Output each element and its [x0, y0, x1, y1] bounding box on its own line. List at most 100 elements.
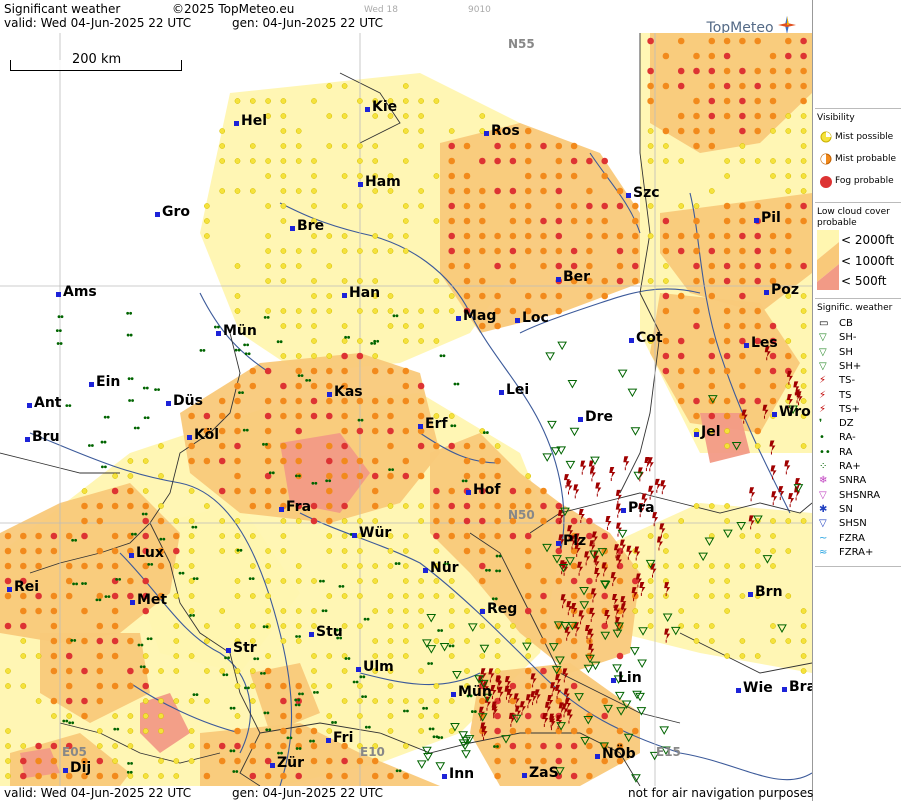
city-marker-icon [187, 435, 192, 440]
city-marker-icon [129, 553, 134, 558]
city-marker-icon [515, 318, 520, 323]
weather-symbol-icon: ~ [819, 532, 828, 544]
city-label: Gro [155, 204, 190, 220]
city-label: Inn [442, 766, 474, 782]
city-label: Lux [129, 545, 164, 561]
city-marker-icon [56, 292, 61, 297]
city-label: Wie [736, 680, 773, 696]
copyright: ©2025 TopMeteo.eu [172, 2, 295, 16]
city-label: Nür [423, 560, 459, 576]
city-label: Mün [451, 684, 492, 700]
footer-valid: valid: Wed 04-Jun-2025 22 UTC [4, 786, 192, 800]
city-marker-icon [270, 763, 275, 768]
city-label: Jel [694, 424, 721, 440]
city-marker-icon [155, 212, 160, 217]
city-label: Han [342, 285, 380, 301]
city-label: Dij [63, 760, 91, 776]
city-marker-icon [326, 738, 331, 743]
legend-mist-probable: Mist probable [835, 154, 897, 164]
weather-symbol-icon: ▭ [819, 318, 829, 329]
city-marker-icon [522, 773, 527, 778]
city-marker-icon [744, 343, 749, 348]
city-marker-icon [290, 226, 295, 231]
city-label: Ein [89, 374, 120, 390]
topmeteo-logo: TopMeteo [707, 16, 796, 36]
grid-label-n55: N55 [508, 37, 535, 51]
city-marker-icon [748, 592, 753, 597]
city-label: Ber [556, 269, 590, 285]
city-marker-icon [736, 688, 741, 693]
faint-label-b: 9010 [468, 5, 491, 15]
city-label: Bra [782, 679, 816, 695]
city-marker-icon [279, 507, 284, 512]
city-marker-icon [7, 587, 12, 592]
legend-mist-possible: Mist possible [835, 132, 894, 142]
city-marker-icon [578, 417, 583, 422]
weather-symbol-icon: •• [819, 446, 831, 458]
legend-weather-item: RA+ [839, 461, 861, 472]
legend-weather-item: SN [839, 503, 853, 515]
city-label: Les [744, 335, 778, 351]
city-marker-icon [621, 508, 626, 513]
legend-weather-item: TS- [839, 375, 856, 387]
visibility-title: Visibility [817, 113, 855, 123]
cloud-title-1: Low cloud cover [817, 207, 890, 217]
city-marker-icon [456, 316, 461, 321]
city-label: Cot [629, 330, 663, 346]
city-marker-icon [309, 632, 314, 637]
city-label: Wro [772, 404, 811, 420]
weather-symbol-icon: ⁘ [819, 461, 828, 472]
footer-gen: gen: 04-Jun-2025 22 UTC [232, 786, 384, 800]
city-label: Pil [754, 210, 781, 226]
city-marker-icon [63, 768, 68, 773]
faint-label-a: Wed 18 [364, 5, 398, 15]
legend-weather-item: CB [839, 318, 853, 329]
city-label: Poz [764, 282, 799, 298]
city-marker-icon [356, 667, 361, 672]
fog-probable-icon [820, 176, 832, 188]
city-label: Lin [611, 670, 642, 686]
city-label: Köl [187, 427, 219, 443]
city-marker-icon [556, 541, 561, 546]
mist-possible-icon [820, 131, 832, 143]
city-marker-icon [451, 692, 456, 697]
weather-symbol-icon: ⚡ [819, 403, 827, 415]
weather-symbol-icon: ≈ [819, 546, 828, 558]
city-label: Plz [556, 533, 586, 549]
legend-weather-item: DZ [839, 418, 854, 430]
city-marker-icon [611, 678, 616, 683]
legend-weather-item: SH [839, 346, 853, 358]
footer-note: not for air navigation purposes [628, 786, 814, 800]
city-label: Erf [418, 416, 448, 432]
city-label: Fri [326, 730, 353, 746]
valid-time: valid: Wed 04-Jun-2025 22 UTC [4, 16, 192, 30]
city-label: Mün [216, 323, 257, 339]
city-label: Rei [7, 579, 39, 595]
grid-label-e15: E15 [656, 745, 681, 759]
legend-cloud-2000: < 2000ft [841, 233, 895, 247]
city-marker-icon [556, 277, 561, 282]
city-marker-icon [89, 382, 94, 387]
city-marker-icon [365, 107, 370, 112]
cloud-cover-scale [817, 230, 839, 290]
city-marker-icon [629, 338, 634, 343]
city-label: Loc [515, 310, 549, 326]
chart-title: Significant weather [4, 2, 121, 16]
city-marker-icon [226, 648, 231, 653]
city-label: Bru [25, 429, 60, 445]
weather-map [0, 33, 812, 786]
city-label: Düs [166, 393, 203, 409]
city-label: Kas [327, 384, 363, 400]
legend-weather-item: SH+ [839, 360, 862, 372]
city-label: Hel [234, 113, 267, 129]
city-label: Mag [456, 308, 496, 324]
cloud-title-2: probable [817, 218, 857, 228]
legend-panel: Visibility Mist possible Mist probable F… [812, 0, 904, 801]
legend-fog-probable: Fog probable [835, 176, 894, 186]
weather-symbol-icon: ⚡ [819, 389, 827, 401]
city-label: Reg [480, 601, 517, 617]
weather-symbol-icon: ⚡ [819, 375, 827, 387]
grid-label-e05: E05 [62, 745, 87, 759]
city-marker-icon [166, 401, 171, 406]
city-marker-icon [327, 392, 332, 397]
